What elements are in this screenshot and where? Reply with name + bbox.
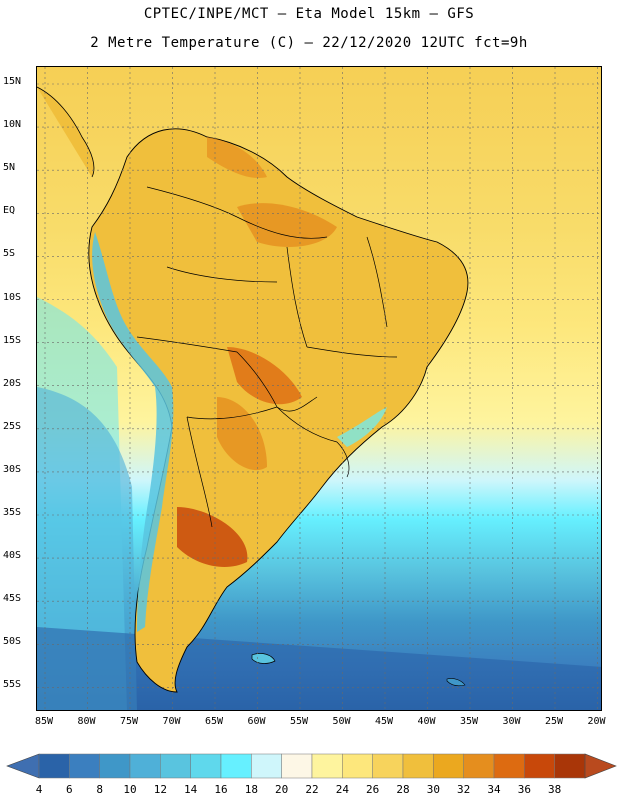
latitude-label: 20S bbox=[3, 377, 22, 389]
colorbar-swatch bbox=[524, 753, 555, 779]
patagonia-hot-zone bbox=[177, 507, 248, 567]
andes-cold-strip bbox=[92, 232, 174, 632]
colorbar-tick-label: 36 bbox=[517, 783, 531, 796]
latitude-label: 50S bbox=[3, 636, 22, 648]
colorbar-tick-label: 18 bbox=[244, 783, 258, 796]
south-georgia bbox=[446, 678, 466, 687]
colorbar-tick-label: 32 bbox=[457, 783, 471, 796]
colorbar-tick-label: 12 bbox=[153, 783, 167, 796]
latitude-label: 5N bbox=[3, 162, 16, 174]
colorbar-tick-label: 4 bbox=[35, 783, 43, 796]
colorbar-swatch bbox=[463, 753, 495, 779]
colorbar-swatch bbox=[402, 753, 434, 779]
southeast-coast-cool bbox=[337, 407, 387, 447]
colorbar-tick-label: 22 bbox=[305, 783, 319, 796]
colorbar-swatch bbox=[160, 753, 191, 779]
colorbar-tick-label: 24 bbox=[335, 783, 349, 796]
colorbar-swatch bbox=[129, 753, 161, 779]
colorbar-swatch bbox=[99, 753, 131, 779]
colorbar-tick-label: 14 bbox=[184, 783, 198, 796]
colorbar-tick-label: 10 bbox=[123, 783, 137, 796]
map-canvas bbox=[37, 67, 601, 710]
latitude-label: 15N bbox=[3, 76, 22, 87]
longitude-label: 85W bbox=[34, 716, 54, 727]
colorbar-tick-label: 26 bbox=[366, 783, 380, 796]
colorbar-swatch bbox=[190, 753, 222, 779]
longitude-label: 25W bbox=[544, 716, 564, 727]
colorbar-swatch bbox=[372, 753, 404, 779]
colorbar-tick-label: 38 bbox=[548, 783, 562, 796]
colorbar-swatch bbox=[220, 753, 252, 779]
latitude-label: 55S bbox=[3, 679, 22, 691]
colorbar-swatch bbox=[281, 753, 313, 779]
latitude-label: 10N bbox=[3, 119, 22, 131]
graticule bbox=[37, 67, 601, 710]
colorbar-swatch bbox=[342, 753, 373, 779]
longitude-label: 60W bbox=[247, 716, 266, 727]
colorbar-swatch bbox=[554, 753, 586, 779]
colorbar-tick-label: 34 bbox=[487, 783, 501, 796]
latitude-label: 10S bbox=[3, 291, 22, 303]
north-hot-zone bbox=[207, 137, 267, 178]
colorbar-tick-label: 28 bbox=[396, 783, 410, 796]
longitude-label: 30W bbox=[502, 716, 521, 727]
colorbar-tick-label: 20 bbox=[275, 783, 289, 796]
latitude-label: 35S bbox=[3, 507, 22, 518]
longitude-label: 65W bbox=[204, 716, 224, 727]
colorbar-tick-label: 30 bbox=[426, 783, 440, 796]
map-title-line-2: 2 Metre Temperature (C) – 22/12/2020 12U… bbox=[90, 35, 528, 51]
longitude-label: 20W bbox=[587, 716, 606, 727]
colorbar-swatch bbox=[69, 753, 100, 779]
falkland-islands bbox=[251, 653, 276, 664]
colorbar-tick-label: 8 bbox=[96, 783, 103, 796]
longitude-label: 35W bbox=[459, 716, 479, 727]
latitude-label: 5S bbox=[3, 248, 16, 260]
chaco-hot-zone bbox=[217, 397, 267, 471]
colorbar-swatch bbox=[433, 753, 464, 779]
colorbar-max-arrow bbox=[584, 753, 617, 779]
longitude-label: 70W bbox=[162, 716, 181, 727]
colorbar-swatch bbox=[311, 753, 343, 779]
temperature-map bbox=[36, 66, 602, 711]
longitude-label: 80W bbox=[77, 716, 96, 727]
longitude-label: 45W bbox=[374, 716, 394, 727]
longitude-label: 50W bbox=[332, 716, 351, 727]
latitude-label: 15S bbox=[3, 334, 22, 346]
colorbar-swatch bbox=[38, 753, 70, 779]
latitude-label: 30S bbox=[3, 463, 22, 475]
map-title-line-1: CPTEC/INPE/MCT – Eta Model 15km – GFS bbox=[143, 6, 475, 22]
latitude-label: 25S bbox=[3, 420, 22, 432]
latitude-label: 45S bbox=[3, 593, 22, 605]
amazon-hot-zone bbox=[237, 203, 337, 247]
longitude-label: 55W bbox=[289, 716, 309, 727]
latitude-label: 40S bbox=[3, 550, 22, 562]
latitude-label: EQ bbox=[3, 205, 16, 217]
colorbar-min-arrow bbox=[6, 753, 40, 779]
longitude-label: 40W bbox=[417, 716, 436, 727]
colorbar-tick-label: 6 bbox=[66, 783, 73, 796]
colorbar-tick-label: 16 bbox=[214, 783, 228, 796]
colorbar-swatch bbox=[251, 753, 282, 779]
country-borders bbox=[136, 186, 398, 528]
central-america-coast bbox=[37, 86, 95, 178]
temperature-colorbar bbox=[6, 753, 617, 779]
colorbar-swatch bbox=[493, 753, 525, 779]
longitude-label: 75W bbox=[119, 716, 139, 727]
